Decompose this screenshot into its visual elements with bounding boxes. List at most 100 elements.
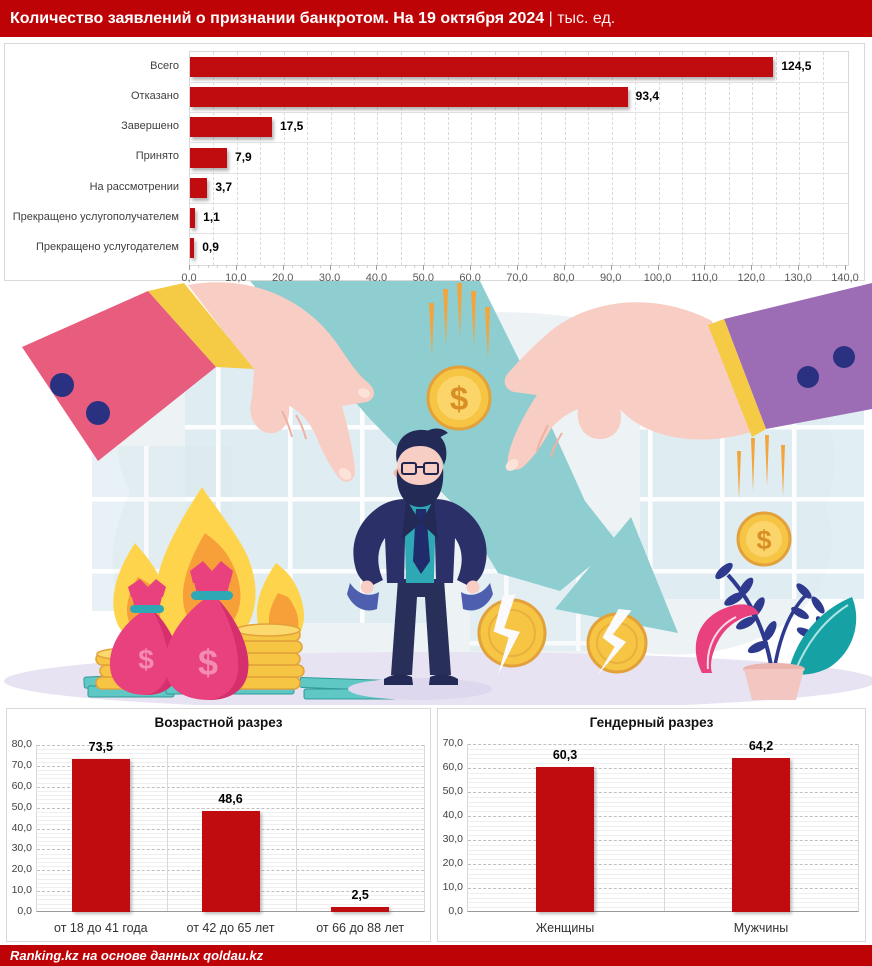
svg-text:$: $ <box>450 380 468 417</box>
minor-gridline <box>468 748 858 750</box>
bar <box>190 147 228 168</box>
axis-tick <box>704 265 706 270</box>
y-tick-label: 80,0 <box>11 738 32 750</box>
category-label: Мужчины <box>733 921 789 935</box>
axis-tick <box>573 265 575 268</box>
gridline <box>471 52 473 265</box>
bar-value-label: 60,3 <box>552 748 578 763</box>
gridline <box>330 52 332 265</box>
status-chart-panel: Всего Отказано Завершено Принято На рассмотр… <box>4 43 865 284</box>
y-tick-label: 10,0 <box>442 881 463 893</box>
axis-tick <box>432 265 434 268</box>
axis-tick <box>348 265 350 268</box>
bar <box>190 207 196 228</box>
bar <box>190 237 195 258</box>
axis-tick <box>591 265 593 268</box>
age-chart: 73,5 от 18 до 41 года 48,6 от 42 до 65 лет 2… <box>7 709 430 941</box>
category-label: На рассмотрении <box>89 180 179 193</box>
bar <box>201 810 260 912</box>
axis-tick <box>826 265 828 268</box>
gridline <box>799 52 801 265</box>
minor-gridline <box>468 849 858 851</box>
bar <box>190 57 774 78</box>
gridline <box>822 52 824 265</box>
falling-coin-1: $ <box>426 283 492 431</box>
status-chart-plot: 124,5 93,4 17,5 7,9 3,7 1,1 0,9 <box>189 51 849 266</box>
svg-text:$: $ <box>198 642 218 683</box>
axis-tick <box>732 265 734 268</box>
sleeve-cuff-left <box>22 291 216 461</box>
glasses <box>401 462 439 475</box>
minor-gridline <box>37 761 424 763</box>
axis-tick <box>507 265 509 268</box>
minor-gridline <box>37 753 424 755</box>
minor-gridline <box>468 902 858 904</box>
bar-value-label: 3,7 <box>215 179 233 194</box>
minor-gridline <box>468 820 858 822</box>
bankrupt-man <box>347 428 493 700</box>
y-tick-label: 30,0 <box>442 833 463 845</box>
axis-tick <box>835 265 837 268</box>
empty-pocket-left <box>347 583 379 611</box>
axis-tick <box>357 265 359 268</box>
axis-tick <box>385 265 387 268</box>
x-tick-label: 0,0 <box>181 272 197 284</box>
row-separator <box>190 82 848 84</box>
minor-gridline <box>468 873 858 875</box>
gridline <box>682 52 683 265</box>
gender-chart-panel: Гендерный разрез 60,3 Женщины 64,2 Мужчины 0… <box>437 708 866 942</box>
minor-gridline <box>37 749 424 751</box>
axis-tick <box>479 265 481 268</box>
minor-gridline <box>468 854 858 856</box>
axis-tick <box>554 265 556 268</box>
row-separator <box>190 202 848 204</box>
axis-tick <box>517 265 518 270</box>
gridline <box>236 52 238 265</box>
minor-gridline <box>468 787 858 789</box>
axis-tick <box>760 265 762 268</box>
axis-tick <box>395 265 397 268</box>
minor-gridline <box>468 763 858 765</box>
axis-tick <box>526 265 528 268</box>
axis-tick <box>751 265 753 270</box>
falling-coin-2: $ <box>736 435 792 567</box>
gridline <box>424 52 426 265</box>
broken-coin-2 <box>586 608 648 676</box>
bankruptcy-illustration-svg: $ $ <box>4 281 872 710</box>
y-tick-label: 0,0 <box>448 905 463 917</box>
x-tick-label: 10,0 <box>225 272 247 284</box>
y-tick-label: 60,0 <box>11 779 32 792</box>
axis-tick <box>563 265 565 270</box>
minor-gridline <box>468 758 858 760</box>
axis-tick <box>310 265 312 268</box>
axis-tick <box>367 265 369 268</box>
sleeve-cuff-right <box>724 283 872 429</box>
major-gridline <box>37 807 424 809</box>
axis-tick <box>413 265 415 268</box>
category-label: Принято <box>135 150 179 163</box>
x-tick-label: 100,0 <box>643 272 672 284</box>
axis-tick <box>189 265 190 270</box>
minor-gridline <box>468 796 858 798</box>
svg-text:$: $ <box>756 525 771 555</box>
minor-gridline <box>468 883 858 885</box>
minor-gridline <box>37 795 424 797</box>
major-gridline <box>37 765 424 767</box>
minor-gridline <box>468 835 858 837</box>
bar-value-label: 93,4 <box>635 89 659 104</box>
minor-gridline <box>37 803 424 805</box>
axis-tick <box>329 265 331 270</box>
axis-tick <box>320 265 322 268</box>
age-chart-title: Возрастной разрез <box>154 715 283 730</box>
axis-tick <box>301 265 303 268</box>
gridline <box>635 52 637 265</box>
axis-tick <box>254 265 256 268</box>
bar-value-label: 64,2 <box>748 738 774 753</box>
axis-tick <box>535 265 537 268</box>
axis-tick <box>376 265 378 270</box>
minor-gridline <box>468 811 858 813</box>
bar <box>536 767 594 912</box>
gridline <box>541 52 543 265</box>
axis-tick <box>217 265 219 268</box>
